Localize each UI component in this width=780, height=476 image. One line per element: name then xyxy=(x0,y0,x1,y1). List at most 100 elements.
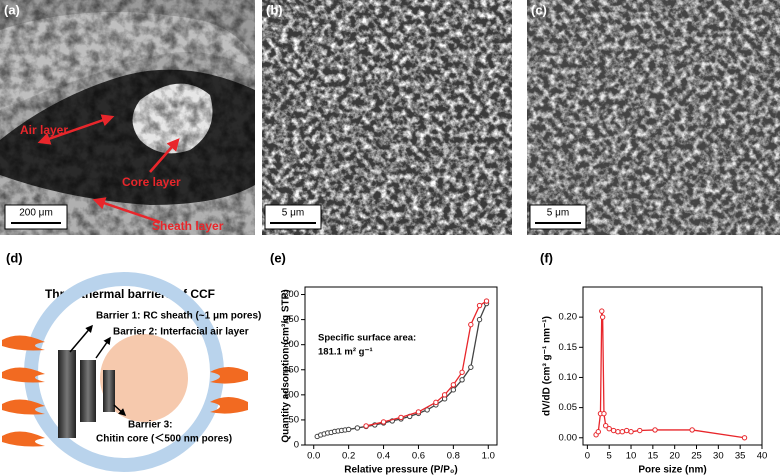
annotation: Sheath layer xyxy=(152,219,224,233)
y-tick-label: 0 xyxy=(294,440,299,451)
arrow xyxy=(149,138,180,173)
annotation: Core layer xyxy=(122,175,181,189)
scale-box xyxy=(4,204,68,230)
data-point xyxy=(468,364,474,370)
y-tick-label: 200 xyxy=(283,339,299,350)
plot-frame xyxy=(582,286,763,446)
barrier-label: Chitin core (＜500 nm pores) xyxy=(96,433,232,445)
data-point xyxy=(483,298,490,304)
data-point xyxy=(628,429,634,435)
flames xyxy=(2,335,248,447)
data-point xyxy=(615,429,621,435)
x-tick-label: 5 xyxy=(607,451,612,462)
data-point xyxy=(476,316,483,323)
plot-frame xyxy=(304,286,498,446)
arrow xyxy=(37,114,115,145)
arrow xyxy=(95,336,111,359)
sem-image-a xyxy=(0,0,255,235)
data-point xyxy=(606,426,612,432)
x-tick-label: 20 xyxy=(669,451,680,462)
data-point xyxy=(459,377,465,383)
data-point xyxy=(441,392,448,398)
data-point xyxy=(450,387,457,393)
data-point xyxy=(623,427,630,434)
annotation: Specific surface area: xyxy=(318,333,416,344)
x-tick-label: 0.0 xyxy=(307,451,320,462)
panel-label: (b) xyxy=(266,2,283,17)
scale-box xyxy=(529,204,587,230)
y-tick-label: 50 xyxy=(288,414,299,425)
scale-label: 5 μm xyxy=(547,208,569,219)
data-point xyxy=(741,435,748,441)
scale-box xyxy=(264,204,322,230)
y-axis-label: dV/dD (cm³ g⁻¹ nm⁻¹) xyxy=(542,316,553,416)
x-tick-label: 0 xyxy=(585,451,590,462)
panel-label: (f) xyxy=(540,250,553,265)
x-tick-label: 0.4 xyxy=(377,451,390,462)
fiber-blocks xyxy=(58,350,115,438)
x-axis-label: Pore size (nm) xyxy=(638,465,706,476)
y-tick-label: 0.10 xyxy=(559,372,578,383)
series-line xyxy=(365,300,487,427)
data-point xyxy=(619,429,625,435)
data-point xyxy=(433,399,439,406)
data-point xyxy=(652,427,658,433)
panel-label: (a) xyxy=(4,2,20,17)
barrier-label: Barrier 1: RC sheath (~1 μm pores) xyxy=(96,311,261,322)
data-point xyxy=(363,423,369,429)
y-tick-label: 150 xyxy=(283,364,299,375)
arrow xyxy=(113,404,127,417)
data-point xyxy=(398,414,404,421)
x-tick-label: 35 xyxy=(735,451,746,462)
data-point xyxy=(599,314,606,320)
x-tick-label: 40 xyxy=(757,451,768,462)
core xyxy=(100,334,188,422)
data-point xyxy=(354,425,361,431)
x-tick-label: 0.8 xyxy=(447,451,460,462)
data-point xyxy=(601,410,607,417)
y-axis-label: Quantity adsorption (cm³/g STP) xyxy=(281,289,292,442)
x-tick-label: 15 xyxy=(648,451,659,462)
data-point xyxy=(595,429,601,435)
x-axis-label: Relative pressure (P/P₀) xyxy=(344,465,457,476)
y-tick-label: 0.15 xyxy=(559,342,578,353)
scale-label: 200 μm xyxy=(19,208,53,219)
y-tick-label: 0.20 xyxy=(559,312,578,323)
y-tick-label: 100 xyxy=(283,389,299,400)
x-tick-label: 10 xyxy=(626,451,637,462)
sem-image-b xyxy=(262,0,512,235)
y-tick-label: 300 xyxy=(283,289,299,300)
data-point xyxy=(637,427,643,434)
scale-label: 5 μm xyxy=(282,208,304,219)
data-point xyxy=(468,321,474,328)
data-point xyxy=(459,369,465,375)
data-point xyxy=(610,427,617,434)
barrier-label: Barrier 2: Interfacial air layer xyxy=(113,327,249,338)
x-tick-label: 0.2 xyxy=(342,451,355,462)
x-tick-label: 0.6 xyxy=(412,451,425,462)
data-point xyxy=(450,382,457,388)
panel-label: (c) xyxy=(531,2,547,17)
panel-label: (e) xyxy=(270,250,286,265)
sem-image-c xyxy=(527,0,780,235)
annotation: 181.1 m² g⁻¹ xyxy=(318,347,373,358)
data-point xyxy=(603,423,609,429)
barrier-label: Barrier 3: xyxy=(128,420,172,431)
y-tick-label: 250 xyxy=(283,314,299,325)
arrow xyxy=(92,197,161,224)
y-tick-label: 0.05 xyxy=(559,402,578,413)
x-tick-label: 25 xyxy=(691,451,702,462)
panel-label: (d) xyxy=(6,250,23,265)
y-tick-label: 0.00 xyxy=(559,432,578,443)
x-tick-label: 1.0 xyxy=(482,451,495,462)
annotation: Air layer xyxy=(20,123,68,137)
x-tick-label: 30 xyxy=(713,451,724,462)
data-point xyxy=(599,308,605,314)
data-point xyxy=(345,426,352,433)
arrow xyxy=(69,324,93,353)
series-line xyxy=(595,311,745,439)
data-point xyxy=(476,302,483,309)
data-point xyxy=(689,427,695,433)
data-point xyxy=(415,409,422,415)
